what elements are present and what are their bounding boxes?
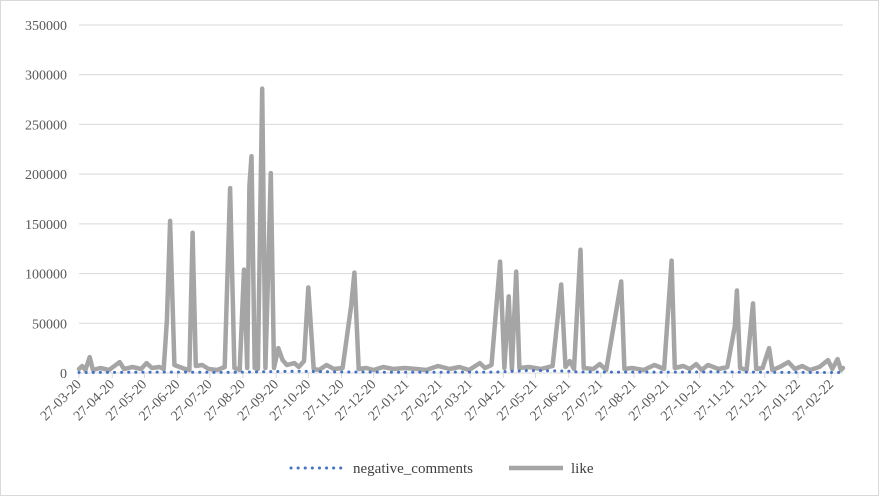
y-tick-label: 350000: [25, 19, 67, 34]
y-tick-label: 100000: [25, 268, 67, 283]
y-tick-label: 0: [60, 367, 67, 382]
series-line-like: [76, 86, 846, 373]
x-axis-ticks: 27-03-2027-04-2027-05-2027-06-2027-07-20…: [38, 373, 837, 424]
y-axis-ticks: 0 50000 100000 150000 200000 250000 300000 3500…: [25, 19, 67, 382]
series-line-negative-comments: [77, 369, 845, 374]
y-tick-label: 250000: [25, 118, 67, 133]
gridlines: [79, 24, 843, 324]
legend-label-like: like: [571, 461, 594, 477]
y-tick-label: 50000: [32, 317, 67, 332]
y-tick-label: 300000: [25, 69, 67, 84]
legend-label-negative-comments: negative_comments: [353, 461, 473, 477]
legend: negative_comments like: [289, 461, 594, 477]
y-tick-label: 150000: [25, 218, 67, 233]
y-tick-label: 200000: [25, 168, 67, 183]
series-group: [76, 86, 846, 374]
